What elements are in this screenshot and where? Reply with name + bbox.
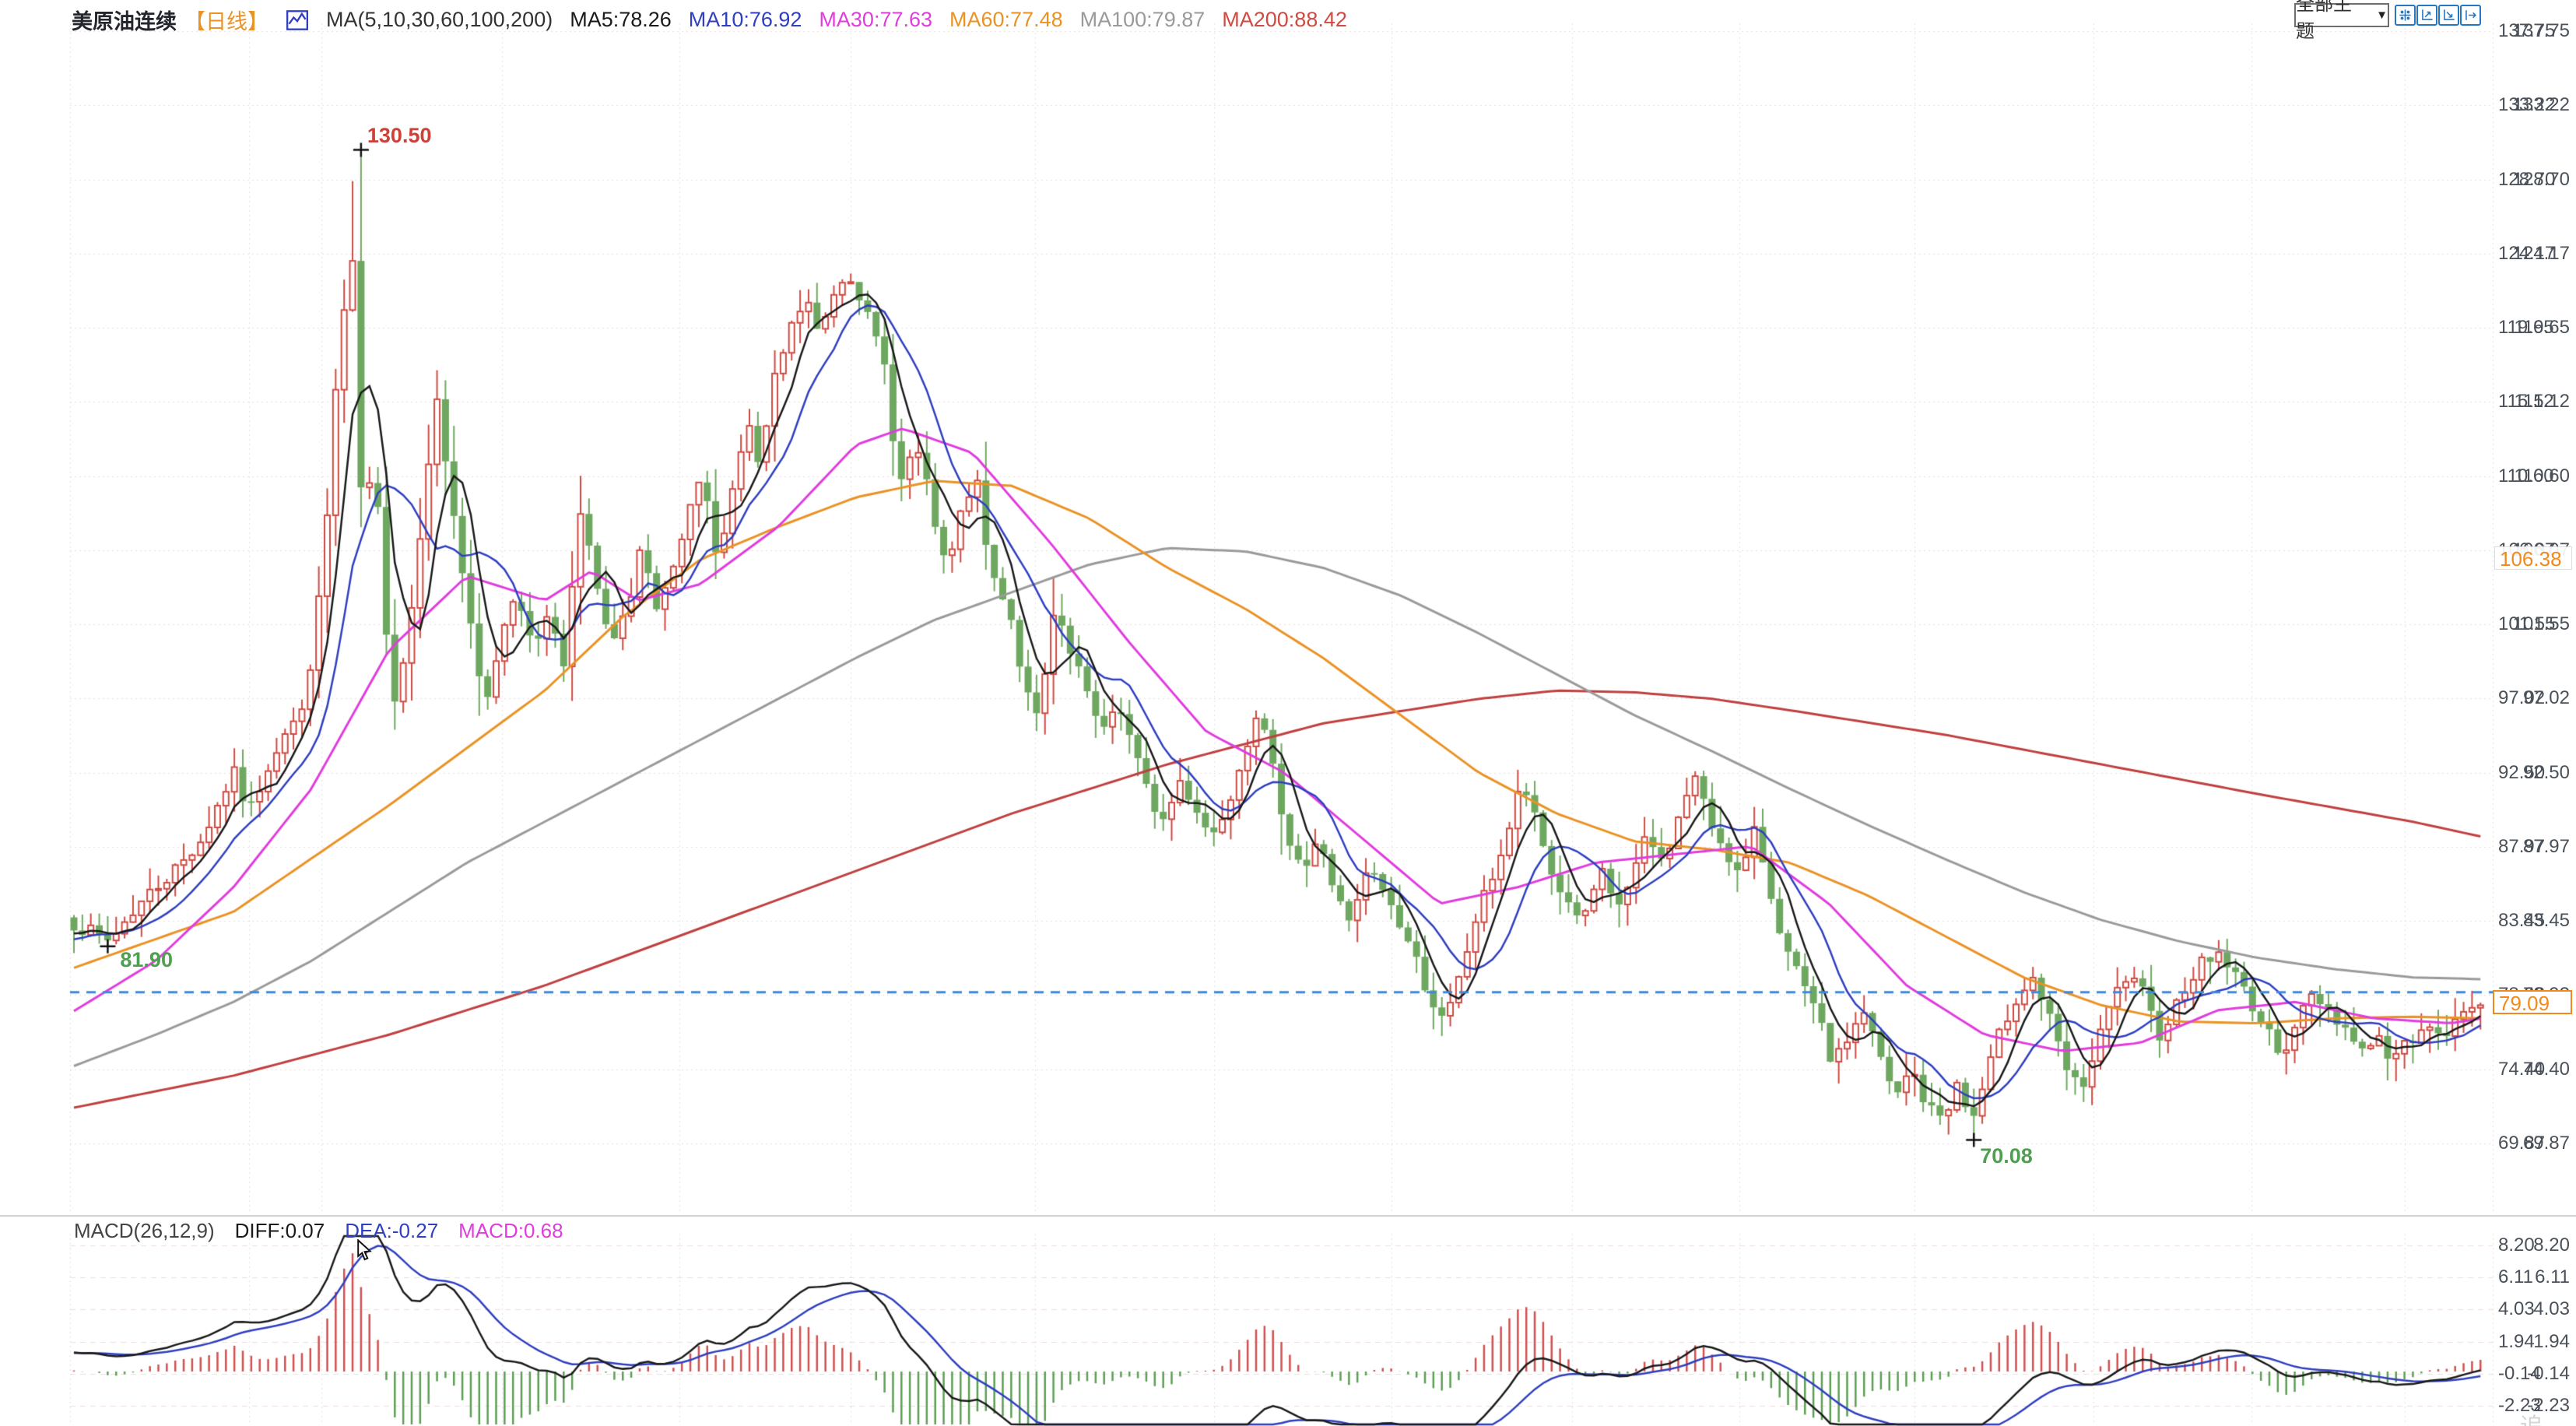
theme-dropdown[interactable]: 全部主题 ▼ [2294,0,2389,42]
crosshair-move-icon[interactable] [2395,5,2416,26]
y-axis-label: 87.97 [2498,835,2546,857]
y-axis-label: 124.17 [2512,242,2570,264]
chart-icon [286,9,309,31]
alert-price-label: 106.38 [2494,546,2572,571]
macd-axis-label: 1.94 [2533,1330,2570,1352]
y-axis-label: 101.55 [2512,613,2570,634]
y-axis-label: 128.70 [2498,168,2556,190]
y-axis-label: 110.60 [2498,465,2554,486]
ma100-value: MA100:79.87 [1079,8,1206,31]
macd-axis-label: -0.14 [2498,1362,2541,1384]
macd-axis-label: 4.03 [2498,1298,2535,1320]
ma30-value: MA30:77.63 [819,8,933,31]
last-price-label: 79.09 [2493,989,2572,1015]
mouse-cursor-icon [356,1238,375,1265]
macd-axis-label: 4.03 [2533,1298,2570,1320]
ma5-value: MA5:78.26 [570,8,672,31]
y-axis-label: 137.75 [2512,20,2570,41]
period-tag: 【日线】 [184,10,268,33]
macd-legend: MACD(26,12,9) DIFF:0.07 DEA:-0.27 MACD:0… [74,1219,563,1243]
dea-value: DEA:-0.27 [345,1219,439,1242]
y-axis-label: 74.40 [2498,1058,2546,1080]
chevron-down-icon: ▼ [2376,9,2388,22]
macd-axis-label: 1.94 [2498,1330,2535,1352]
y-axis-label: 133.22 [2512,94,2570,116]
y-axis-label: 83.45 [2522,910,2570,931]
y-axis-label: 124.17 [2498,242,2556,264]
ma-settings-label: MA(5,10,30,60,100,200) [326,8,553,31]
y-axis-label: 115.12 [2498,391,2554,413]
macd-axis-label: 6.11 [2535,1266,2570,1288]
theme-dropdown-label: 全部主题 [2296,0,2352,42]
y-axis-label: 83.45 [2498,910,2546,931]
axis-scale-right-icon[interactable] [2438,5,2459,26]
macd-value: MACD:0.68 [458,1219,563,1242]
y-axis-label: 119.65 [2514,317,2570,338]
macd-axis-label: -0.14 [2527,1362,2570,1384]
diff-value: DIFF:0.07 [234,1219,325,1242]
panel-separator [0,1215,2576,1217]
y-axis-label: 69.87 [2498,1132,2546,1154]
y-axis-label: 128.70 [2512,168,2570,190]
y-axis-label: 69.87 [2522,1132,2570,1154]
chart-legend: 美原油连续 【日线】 MA(5,10,30,60,100,200) MA5:78… [72,5,1347,35]
ma10-value: MA10:76.92 [688,8,802,31]
y-axis-label: 101.55 [2498,613,2556,634]
ma60-value: MA60:77.48 [949,8,1063,31]
macd-axis-label: 8.20 [2533,1235,2570,1256]
y-axis-label: 110.60 [2514,465,2570,486]
y-axis-label: 97.02 [2522,687,2570,709]
y-axis-label: 115.12 [2514,391,2570,413]
macd-title: MACD(26,12,9) [74,1219,215,1242]
macd-axis-label: -2.23 [2498,1395,2541,1417]
watermark: 追 [2520,1407,2543,1426]
macd-axis-label: 6.11 [2498,1266,2533,1288]
y-axis-label: 119.65 [2498,317,2554,338]
pan-right-icon[interactable] [2460,5,2481,26]
symbol-title: 美原油连续 [72,10,177,33]
y-axis-label: 92.50 [2522,761,2570,783]
y-axis-label: 92.50 [2498,761,2546,783]
ma200-value: MA200:88.42 [1222,8,1347,31]
y-axis-label: 97.02 [2498,687,2546,709]
y-axis-label: 133.22 [2498,94,2556,116]
y-axis-label: 137.75 [2498,20,2556,41]
high-marker-label: 130.50 [367,123,432,147]
early-low-marker-label: 81.90 [120,947,173,971]
y-axis-label: 74.40 [2522,1058,2570,1080]
low-marker-label: 70.08 [1980,1144,2033,1168]
macd-axis-label: 8.20 [2498,1235,2535,1256]
macd-axis-label: -2.23 [2527,1395,2570,1417]
y-axis-label: 87.97 [2522,835,2570,857]
axis-scale-left-icon[interactable] [2416,5,2437,26]
